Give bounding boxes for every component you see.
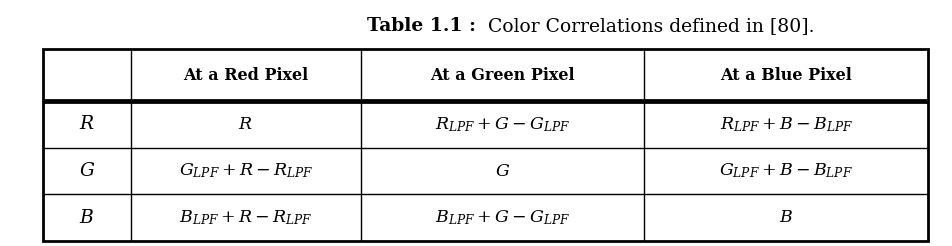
Text: $\mathit{B}$: $\mathit{B}$: [780, 209, 793, 226]
Text: $\boldsymbol{\mathit{B}}$: $\boldsymbol{\mathit{B}}$: [79, 209, 94, 227]
Text: $\mathit{B}_{LPF}+\mathit{R}-\mathit{R}_{LPF}$: $\mathit{B}_{LPF}+\mathit{R}-\mathit{R}_…: [179, 208, 312, 227]
Text: $\mathit{G}_{LPF}+\mathit{B}-\mathit{B}_{LPF}$: $\mathit{G}_{LPF}+\mathit{B}-\mathit{B}_…: [720, 162, 853, 180]
Text: At a Blue Pixel: At a Blue Pixel: [721, 67, 852, 84]
Text: Color Correlations defined in [80].: Color Correlations defined in [80].: [476, 17, 815, 35]
Text: At a Red Pixel: At a Red Pixel: [184, 67, 308, 84]
Text: $\mathit{G}$: $\mathit{G}$: [495, 163, 510, 180]
Text: $\mathit{R}_{LPF}+\mathit{G}-\mathit{G}_{LPF}$: $\mathit{R}_{LPF}+\mathit{G}-\mathit{G}_…: [435, 115, 570, 134]
Bar: [43, 49, 928, 241]
Text: $\boldsymbol{\mathit{G}}$: $\boldsymbol{\mathit{G}}$: [79, 162, 95, 180]
Text: $\mathit{G}_{LPF}+\mathit{R}-\mathit{R}_{LPF}$: $\mathit{G}_{LPF}+\mathit{R}-\mathit{R}_…: [179, 162, 313, 180]
Text: $\mathit{R}_{LPF}+\mathit{B}-\mathit{B}_{LPF}$: $\mathit{R}_{LPF}+\mathit{B}-\mathit{B}_…: [720, 115, 853, 134]
Text: Table 1.1 :: Table 1.1 :: [367, 17, 476, 35]
Text: $\mathit{R}$: $\mathit{R}$: [239, 116, 253, 133]
Text: $\boldsymbol{\mathit{R}}$: $\boldsymbol{\mathit{R}}$: [79, 115, 94, 133]
Text: $\mathit{B}_{LPF}+\mathit{G}-\mathit{G}_{LPF}$: $\mathit{B}_{LPF}+\mathit{G}-\mathit{G}_…: [435, 208, 570, 227]
Text: At a Green Pixel: At a Green Pixel: [430, 67, 575, 84]
